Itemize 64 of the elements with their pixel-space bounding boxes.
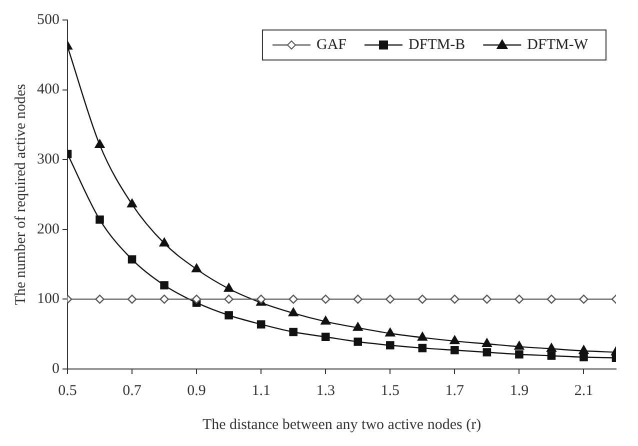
point bbox=[95, 294, 104, 304]
point bbox=[224, 294, 234, 304]
point bbox=[450, 346, 459, 354]
point bbox=[96, 215, 104, 224]
point bbox=[192, 294, 202, 304]
point bbox=[385, 328, 396, 336]
point bbox=[256, 320, 266, 328]
point bbox=[127, 294, 137, 304]
x-tick-label: 2.1 bbox=[574, 382, 594, 399]
x-tick-label: 0.5 bbox=[58, 382, 77, 399]
x-tick-label: 1.5 bbox=[380, 382, 400, 399]
point bbox=[352, 322, 363, 331]
point bbox=[289, 328, 298, 336]
legend-label: DFTM-B bbox=[408, 36, 466, 53]
point bbox=[224, 283, 234, 292]
point bbox=[128, 255, 136, 264]
y-tick-label: 200 bbox=[37, 221, 60, 238]
legend-label: DFTM-W bbox=[527, 36, 589, 53]
point bbox=[580, 353, 588, 362]
point bbox=[288, 294, 298, 304]
point bbox=[224, 311, 233, 320]
point bbox=[579, 294, 588, 304]
y-tick-label: 300 bbox=[37, 152, 60, 168]
x-tick-label: 0.9 bbox=[187, 382, 206, 399]
point bbox=[288, 308, 298, 316]
point bbox=[127, 198, 137, 208]
point bbox=[417, 332, 428, 341]
y-axis-title: The number of required active nodes bbox=[12, 84, 29, 306]
point bbox=[160, 294, 169, 304]
legend-label: GAF bbox=[316, 36, 347, 53]
point bbox=[321, 332, 330, 342]
point bbox=[514, 341, 524, 350]
y-tick-label: 400 bbox=[37, 82, 60, 98]
point bbox=[418, 294, 428, 304]
y-tick-label: 0 bbox=[52, 360, 60, 377]
x-axis-title: The distance between any two active nodes (r) bbox=[202, 416, 482, 433]
point bbox=[320, 316, 331, 325]
point bbox=[514, 294, 524, 304]
y-tick-label: 500 bbox=[37, 12, 60, 28]
point bbox=[547, 352, 556, 360]
point bbox=[546, 294, 556, 304]
x-tick-label: 1.7 bbox=[445, 382, 465, 399]
point bbox=[450, 335, 460, 344]
point bbox=[160, 281, 168, 290]
point bbox=[482, 338, 492, 347]
point bbox=[546, 343, 556, 352]
point bbox=[386, 341, 394, 350]
x-tick-label: 1.3 bbox=[316, 382, 335, 399]
y-tick-label: 100 bbox=[37, 291, 60, 308]
x-tick-label: 1.1 bbox=[252, 382, 270, 399]
point bbox=[515, 350, 524, 358]
point bbox=[159, 238, 170, 246]
point bbox=[192, 264, 202, 272]
point bbox=[418, 344, 427, 352]
point bbox=[482, 348, 492, 356]
x-tick-label: 1.9 bbox=[510, 382, 529, 399]
point bbox=[354, 338, 362, 346]
point bbox=[482, 294, 492, 304]
x-tick-label: 0.7 bbox=[122, 382, 142, 399]
point bbox=[321, 294, 330, 304]
point bbox=[450, 294, 460, 304]
point bbox=[353, 294, 362, 304]
point bbox=[386, 294, 395, 304]
point bbox=[94, 139, 105, 148]
